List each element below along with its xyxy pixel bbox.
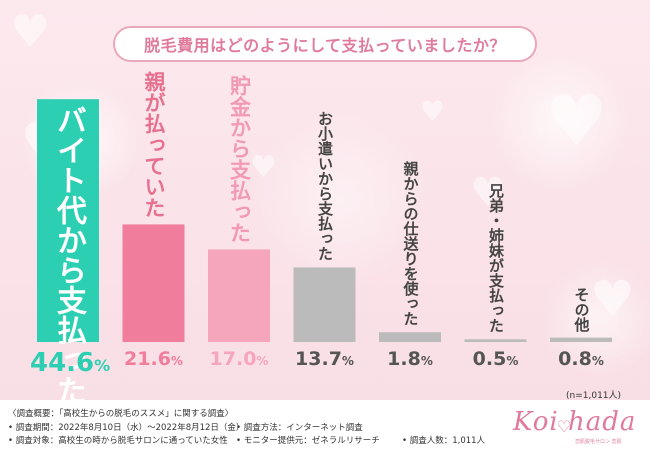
heart-icon: ♥ xyxy=(470,170,506,216)
sample-size-note: (n=1,011人) xyxy=(566,391,622,401)
logo-subtitle: 恋肌脱毛サロン 恋肌 xyxy=(575,439,622,445)
survey-overview: 〈調査概要：「高校生からの脱毛のススメ」に関する調査〉 xyxy=(8,409,234,419)
bar-value-label: 1.8% xyxy=(387,348,433,370)
bar-category-label: お小遣いから支払った xyxy=(316,111,334,262)
bar-value-label: 17.0% xyxy=(209,348,269,370)
survey-method: • 調査方法：インターネット調査 xyxy=(236,423,363,433)
heart-icon: ♥ xyxy=(10,5,51,58)
bar-category-label: 親からの仕送りを使った xyxy=(401,161,420,327)
survey-footer: 〈調査概要：「高校生からの脱毛のススメ」に関する調査〉 • 調査期間：2022年… xyxy=(0,400,650,450)
bar-chart xyxy=(37,99,612,342)
heart-icon: ♥ xyxy=(250,150,277,185)
bar-5 xyxy=(379,332,441,342)
bar-category-label: 貯金から支払った xyxy=(227,75,252,244)
heart-icon: ♥ xyxy=(590,270,635,328)
logo-text: Koi hada xyxy=(513,407,637,437)
bar-7 xyxy=(550,337,612,342)
bar-value-label: 0.8% xyxy=(558,348,604,370)
bar-value-label: 44.6% xyxy=(30,348,111,378)
bar-6 xyxy=(464,339,527,342)
koihada-logo: Koi hada ♡ 恋肌脱毛サロン 恋肌 xyxy=(513,407,643,445)
bar-category-label: バイト代から支払った xyxy=(51,105,86,406)
bar-value-label: 21.6% xyxy=(124,348,183,370)
bar-category-label: その他 xyxy=(572,286,591,332)
bar-4 xyxy=(293,267,356,342)
survey-period: • 調査期間：2022年8月10日（水）〜2022年8月12日（金） xyxy=(8,423,245,433)
bar-value-label: 13.7% xyxy=(295,348,354,370)
bar-3 xyxy=(208,249,270,342)
chart-title-box: 脱毛費用はどのようにして支払っていましたか？ xyxy=(113,26,537,62)
bar-value-label: 0.5% xyxy=(472,348,519,370)
heart-icon: ♥ xyxy=(545,80,608,162)
bar-category-label: 兄弟・姉妹が支払った xyxy=(487,183,505,334)
heart-icon: ♡ xyxy=(557,417,572,436)
survey-target: • 調査対象：高校生の時から脱毛サロンに通っていた女性 xyxy=(8,436,228,446)
bar-category-label: 親が払っていた xyxy=(142,71,166,219)
survey-count: • 調査人数：1,011人 xyxy=(402,436,486,446)
survey-provider: • モニター提供元：ゼネラルリサーチ xyxy=(236,436,380,446)
bar-2 xyxy=(122,224,185,342)
chart-title: 脱毛費用はどのようにして支払っていましたか？ xyxy=(144,36,506,55)
bar-1 xyxy=(37,99,99,342)
heart-icon: ♥ xyxy=(420,95,446,128)
